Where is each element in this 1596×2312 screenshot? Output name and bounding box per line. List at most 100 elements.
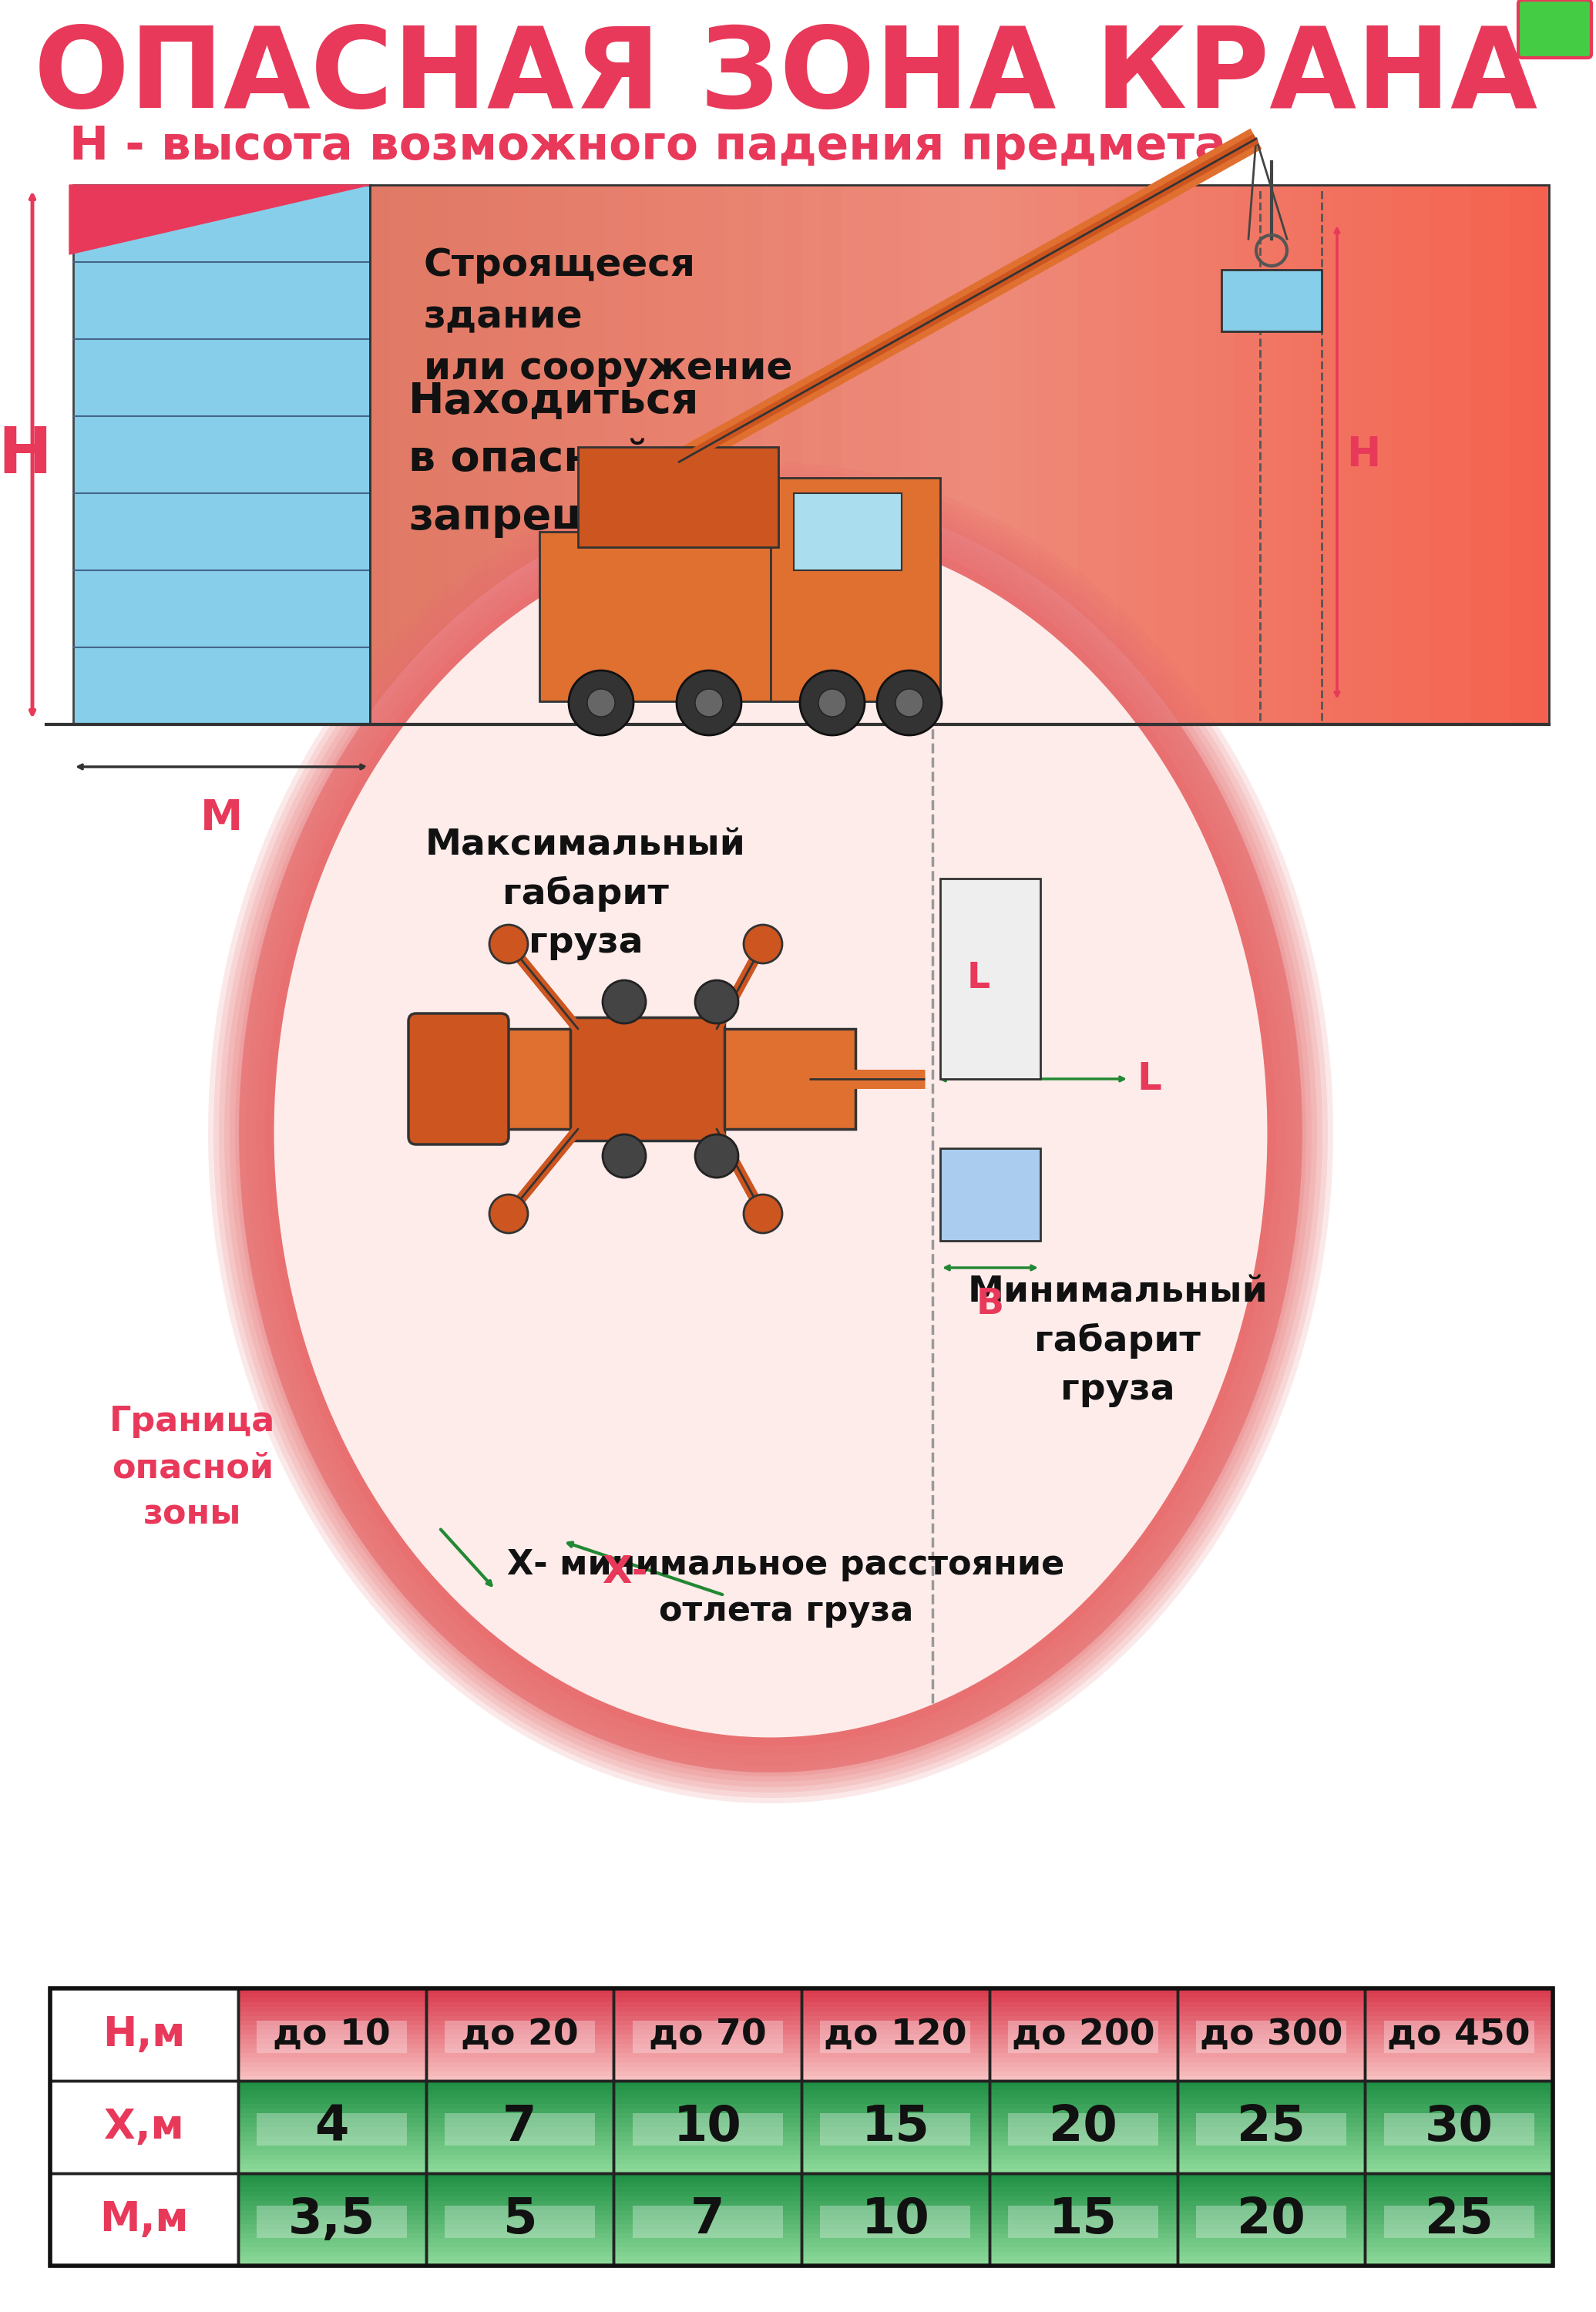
Bar (527, 185, 567, 724)
Bar (1365, 2229, 1553, 2233)
Bar (426, 2141, 613, 2146)
Bar (238, 2030, 426, 2035)
Bar (801, 2030, 990, 2035)
Circle shape (819, 689, 846, 717)
Ellipse shape (270, 525, 1272, 1741)
Bar (1178, 2252, 1365, 2257)
Bar (1365, 2155, 1553, 2159)
Bar (990, 2104, 1178, 2109)
Ellipse shape (214, 467, 1328, 1799)
Bar (238, 2104, 426, 2109)
Bar (1221, 271, 1321, 331)
Bar (426, 2058, 613, 2062)
Bar (426, 2127, 613, 2132)
Bar (626, 185, 645, 724)
Bar (1018, 185, 1037, 724)
Bar (613, 2007, 801, 2011)
Circle shape (696, 689, 723, 717)
Bar (1384, 2021, 1534, 2053)
Bar (426, 2173, 613, 2266)
Bar (801, 2220, 990, 2224)
Bar (238, 2229, 426, 2233)
Bar (238, 2039, 426, 2044)
Bar (426, 2048, 613, 2053)
Bar (586, 185, 606, 724)
Text: до 20: до 20 (461, 2016, 579, 2053)
Text: 20: 20 (1049, 2104, 1117, 2150)
Bar (801, 2048, 990, 2053)
Bar (238, 2118, 426, 2122)
Bar (1384, 2113, 1534, 2146)
Ellipse shape (246, 499, 1296, 1766)
Bar (801, 2122, 990, 2127)
Bar (613, 2183, 801, 2187)
Text: до 70: до 70 (648, 2016, 766, 2053)
Bar (1195, 185, 1235, 724)
Bar (1178, 2201, 1365, 2206)
Bar (1178, 2058, 1365, 2062)
Bar (1178, 2224, 1365, 2229)
Bar (257, 2021, 407, 2053)
Bar (238, 2201, 426, 2206)
Bar (801, 2146, 990, 2150)
Bar (1365, 2169, 1553, 2173)
Bar (238, 2048, 426, 2053)
Bar (613, 2243, 801, 2247)
Bar (1178, 1988, 1365, 1993)
Circle shape (895, 689, 922, 717)
Bar (448, 185, 468, 724)
Bar (744, 185, 763, 724)
Bar (1178, 2220, 1365, 2224)
Bar (613, 2261, 801, 2266)
FancyBboxPatch shape (793, 492, 902, 571)
Bar (1178, 2021, 1365, 2025)
Bar (1365, 2109, 1553, 2113)
Bar (468, 185, 488, 724)
Bar (801, 2132, 990, 2136)
Circle shape (568, 670, 634, 735)
Bar (801, 2178, 990, 2183)
Bar (990, 2252, 1178, 2257)
Bar (445, 2113, 595, 2146)
Bar (238, 2081, 426, 2173)
Bar (1037, 185, 1058, 724)
Bar (238, 2183, 426, 2187)
Bar (238, 2095, 426, 2099)
Ellipse shape (241, 495, 1301, 1771)
Bar (613, 2085, 801, 2090)
Bar (1314, 185, 1333, 724)
Bar (426, 2090, 613, 2095)
Text: Н - высота возможного падения предмета: Н - высота возможного падения предмета (69, 123, 1226, 169)
Bar (801, 2095, 990, 2099)
Bar (664, 185, 685, 724)
Bar (613, 2229, 801, 2233)
Text: М: М (200, 798, 243, 839)
Text: 10: 10 (674, 2104, 742, 2150)
Bar (238, 2173, 426, 2178)
Bar (613, 2187, 801, 2192)
Bar (613, 2048, 801, 2053)
Bar (613, 2067, 801, 2072)
Bar (1178, 2016, 1365, 2021)
Bar (990, 2155, 1178, 2159)
Bar (238, 2173, 426, 2266)
Bar (1365, 2048, 1553, 2053)
Bar (445, 2206, 595, 2238)
Bar (238, 2187, 426, 2192)
Bar (49, 1988, 1553, 2266)
Bar (613, 2169, 801, 2173)
Bar (238, 2109, 426, 2113)
Bar (238, 2002, 426, 2007)
Bar (1365, 2136, 1553, 2141)
Bar (801, 1988, 990, 1993)
Bar (426, 2085, 613, 2090)
Bar (1178, 2173, 1365, 2178)
Bar (238, 2058, 426, 2062)
Bar (1235, 185, 1274, 724)
Bar (801, 2224, 990, 2229)
Bar (1365, 2058, 1553, 2062)
Ellipse shape (268, 523, 1274, 1743)
Bar (1470, 185, 1491, 724)
Bar (1178, 1993, 1365, 1998)
Bar (426, 2113, 613, 2118)
